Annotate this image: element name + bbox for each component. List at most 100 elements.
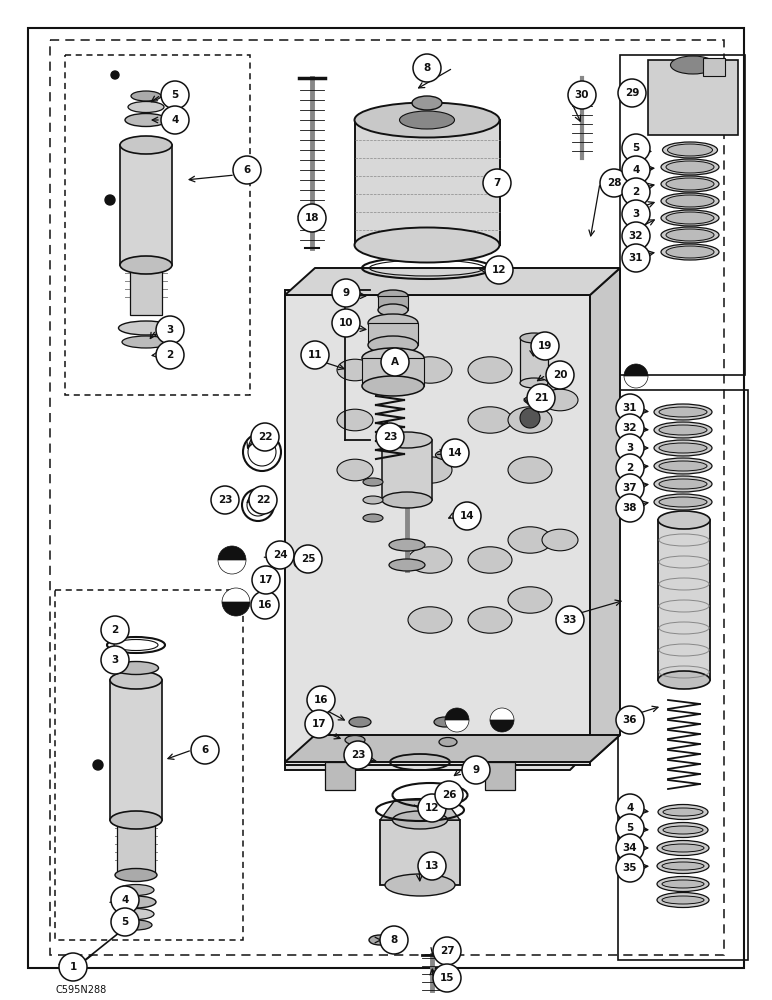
Ellipse shape: [120, 256, 172, 274]
Circle shape: [616, 454, 644, 482]
Text: 3: 3: [626, 443, 634, 453]
Ellipse shape: [362, 348, 424, 368]
Text: 12: 12: [425, 803, 439, 813]
Wedge shape: [490, 708, 514, 720]
Ellipse shape: [369, 935, 391, 945]
Text: 2: 2: [167, 350, 174, 360]
Circle shape: [616, 706, 644, 734]
Text: C595N288: C595N288: [55, 985, 107, 995]
Ellipse shape: [128, 102, 164, 112]
Ellipse shape: [468, 357, 512, 383]
Text: 23: 23: [350, 750, 365, 760]
Text: 38: 38: [623, 503, 637, 513]
Ellipse shape: [654, 494, 712, 510]
Text: 19: 19: [538, 341, 552, 351]
Circle shape: [111, 886, 139, 914]
Circle shape: [433, 964, 461, 992]
Ellipse shape: [661, 210, 719, 226]
Ellipse shape: [408, 547, 452, 573]
Text: 4: 4: [171, 115, 178, 125]
Wedge shape: [624, 376, 648, 388]
Ellipse shape: [368, 314, 418, 332]
Ellipse shape: [666, 246, 714, 258]
Ellipse shape: [408, 357, 452, 383]
Circle shape: [251, 423, 279, 451]
Circle shape: [600, 169, 628, 197]
Ellipse shape: [659, 407, 707, 417]
Ellipse shape: [508, 587, 552, 613]
Circle shape: [294, 545, 322, 573]
Text: 3: 3: [111, 655, 119, 665]
Ellipse shape: [508, 527, 552, 553]
Ellipse shape: [654, 476, 712, 492]
Ellipse shape: [363, 496, 383, 504]
Ellipse shape: [668, 144, 713, 156]
Text: 32: 32: [628, 231, 643, 241]
Text: 22: 22: [256, 495, 270, 505]
Ellipse shape: [524, 396, 544, 404]
Text: 23: 23: [383, 432, 398, 442]
Text: 24: 24: [273, 550, 287, 560]
Circle shape: [418, 852, 446, 880]
Ellipse shape: [125, 113, 167, 126]
Ellipse shape: [389, 559, 425, 571]
Ellipse shape: [468, 407, 512, 433]
Ellipse shape: [654, 458, 712, 474]
Circle shape: [344, 741, 372, 769]
Circle shape: [616, 494, 644, 522]
Ellipse shape: [659, 425, 707, 435]
Circle shape: [622, 178, 650, 206]
Ellipse shape: [120, 136, 172, 154]
Ellipse shape: [115, 868, 157, 882]
Ellipse shape: [659, 497, 707, 507]
Bar: [325, 762, 355, 790]
Bar: [658, 520, 710, 680]
Ellipse shape: [435, 450, 461, 460]
Wedge shape: [222, 602, 250, 616]
Ellipse shape: [345, 736, 365, 744]
Ellipse shape: [382, 492, 432, 508]
Ellipse shape: [434, 717, 456, 727]
Polygon shape: [380, 800, 460, 820]
Ellipse shape: [439, 738, 457, 746]
Ellipse shape: [654, 422, 712, 438]
Text: 35: 35: [623, 863, 637, 873]
Ellipse shape: [662, 142, 717, 158]
Ellipse shape: [662, 844, 704, 852]
Ellipse shape: [378, 290, 408, 302]
Text: 25: 25: [301, 554, 315, 564]
Ellipse shape: [657, 876, 709, 892]
Bar: [485, 762, 515, 790]
Ellipse shape: [662, 896, 704, 904]
Ellipse shape: [661, 244, 719, 260]
Ellipse shape: [542, 389, 578, 411]
Circle shape: [616, 414, 644, 442]
Ellipse shape: [468, 547, 512, 573]
Text: 29: 29: [625, 88, 639, 98]
Text: 37: 37: [623, 483, 638, 493]
Circle shape: [520, 408, 540, 428]
Ellipse shape: [666, 195, 714, 207]
Circle shape: [418, 794, 446, 822]
Circle shape: [527, 384, 555, 412]
Bar: [65, 55, 250, 395]
Ellipse shape: [659, 443, 707, 453]
Circle shape: [59, 953, 87, 981]
Ellipse shape: [508, 457, 552, 483]
Text: 14: 14: [448, 448, 462, 458]
Ellipse shape: [662, 880, 704, 888]
Ellipse shape: [349, 717, 371, 727]
Circle shape: [546, 361, 574, 389]
Ellipse shape: [363, 514, 383, 522]
Circle shape: [462, 756, 490, 784]
Ellipse shape: [116, 896, 156, 908]
Text: 2: 2: [111, 625, 119, 635]
Bar: [380, 820, 460, 885]
Ellipse shape: [294, 558, 306, 568]
Bar: [355, 120, 500, 245]
Circle shape: [622, 200, 650, 228]
Circle shape: [381, 348, 409, 376]
Wedge shape: [222, 588, 250, 602]
Ellipse shape: [661, 176, 719, 192]
Wedge shape: [218, 560, 246, 574]
